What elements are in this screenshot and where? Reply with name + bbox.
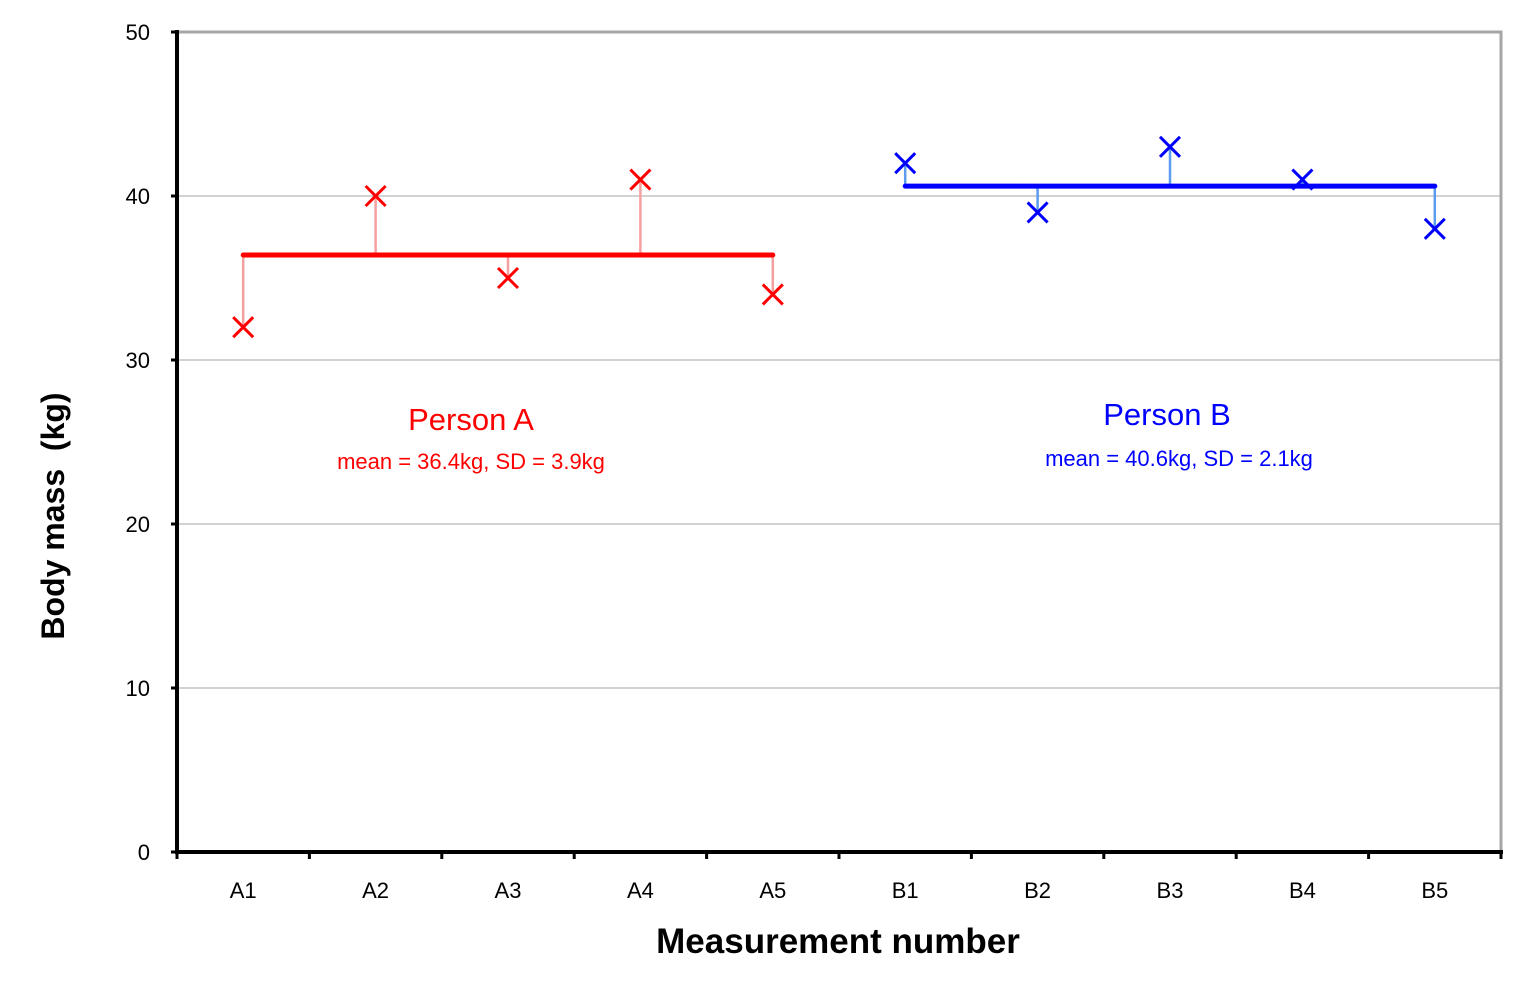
y-tick-label: 30 [126,348,150,373]
gridlines [177,195,1501,689]
y-tick-label: 40 [126,184,150,209]
series-annotation: mean = 36.4kg, SD = 3.9kg [337,449,605,474]
x-axis-ticks: A1 A2 A3 A4 A5 B1 B2 B3 B4 B5 [175,852,1503,903]
data-point-marker [496,266,520,290]
series-annotation: mean = 40.6kg, SD = 2.1kg [1045,446,1313,471]
data-point-marker [894,152,917,175]
series-layer: Person A mean = 36.4kg, SD = 3.9kg Person … [232,135,1446,474]
data-point-marker [232,316,255,339]
x-tick-label: A5 [759,878,786,903]
data-point-marker [364,184,387,208]
plot-frame [175,30,1503,854]
y-axis-ticks: 0 10 20 30 40 50 [126,20,177,865]
x-tick-label: B2 [1024,878,1051,903]
y-tick-label: 10 [126,676,150,701]
series-label: Person B [1103,397,1231,432]
x-tick-label: B3 [1157,878,1184,903]
y-tick-label: 20 [126,512,150,537]
plot-border [177,30,1503,852]
data-point-marker [761,283,784,306]
data-point-marker [1291,168,1314,191]
x-tick-label: A2 [362,878,389,903]
y-axis-label: Body mass (kg) [35,392,71,639]
data-point-marker [1026,201,1049,224]
data-point-marker [1158,135,1182,158]
x-tick-label: A1 [230,878,257,903]
y-tick-label: 0 [138,840,150,865]
data-point-marker [1423,217,1446,240]
x-axis-label: Measurement number [656,922,1020,961]
series-label: Person A [408,402,534,437]
x-tick-label: A4 [627,878,654,903]
x-tick-label: B1 [892,878,919,903]
x-tick-label: B4 [1289,878,1316,903]
data-point-marker [629,168,652,191]
x-tick-label: A3 [495,878,522,903]
x-tick-label: B5 [1421,878,1448,903]
y-tick-label: 50 [126,20,150,45]
